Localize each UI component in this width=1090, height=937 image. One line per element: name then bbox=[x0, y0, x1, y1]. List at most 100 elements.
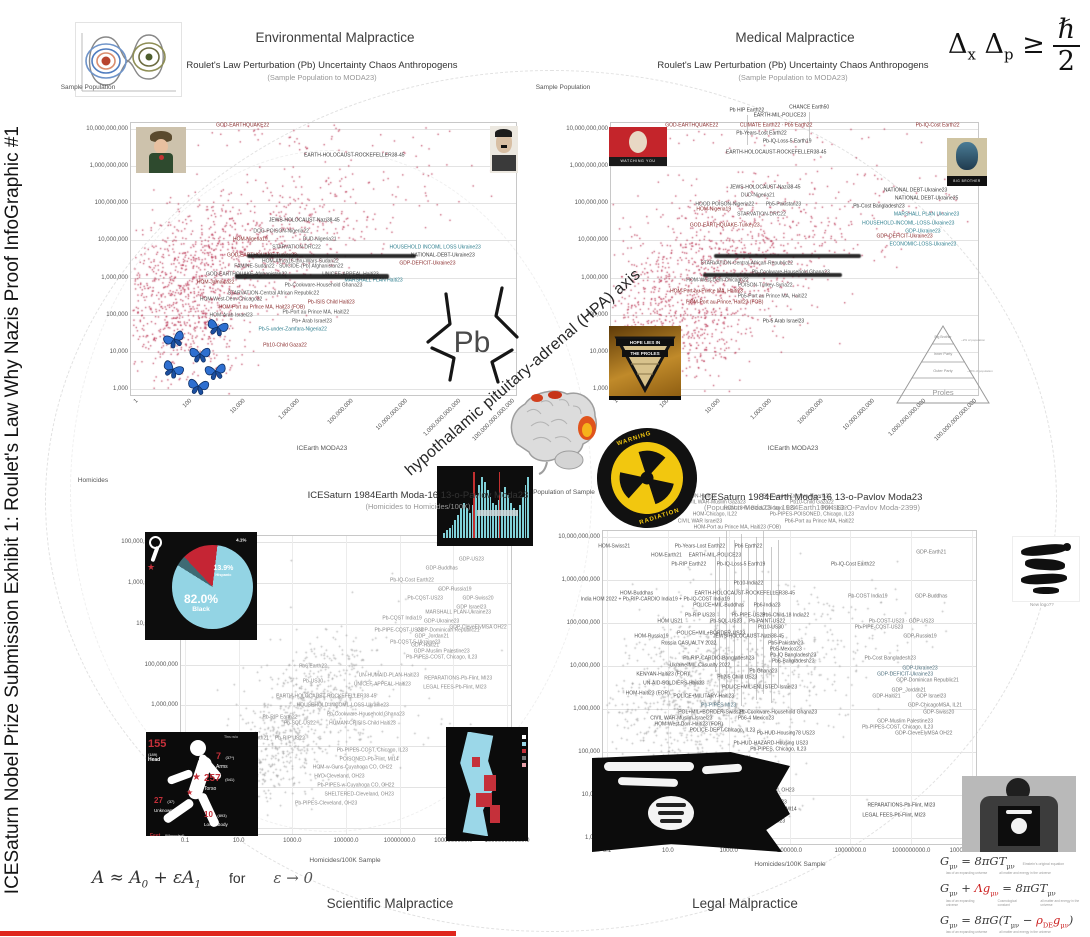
hitler-portrait bbox=[490, 126, 518, 173]
x-axis-tick-label: 10,000,000,000 bbox=[374, 398, 409, 432]
x-axis-tick-label: 100 bbox=[181, 398, 194, 410]
pyramid-note-base: ~85% of population bbox=[967, 369, 993, 373]
scout-scarf bbox=[159, 155, 164, 160]
histogram-bar bbox=[518, 505, 521, 538]
feet-label: Feet bbox=[150, 833, 161, 836]
runman-head-shape bbox=[190, 740, 206, 756]
chart-subtitle: (Population Moda23 to 1984Earth100K 13-O… bbox=[704, 503, 920, 512]
big-brother-band: BIG BROTHER bbox=[947, 176, 987, 186]
sidebar-title-text: ICESaturn Nobel Prize Submission Exhibit… bbox=[2, 126, 23, 895]
scatter-annotation: Pb-5-under-Zamfara-Nigeria22 bbox=[258, 326, 327, 333]
scatter-annotation: NATIONAL DEBT-Ukraine25 bbox=[894, 195, 959, 202]
x-axis-tick-label: 10,000 bbox=[229, 398, 247, 416]
uncertainty-fraction: ℏ 2 bbox=[1052, 15, 1081, 77]
calligraphy-stroke bbox=[1020, 542, 1068, 558]
y-axis-label: Sample Population bbox=[535, 84, 591, 91]
histogram-bar bbox=[512, 507, 515, 538]
black-flag-image bbox=[592, 752, 790, 852]
equation-segment: Gμν = 8πGTμν bbox=[940, 854, 1015, 871]
scatter-annotation: Pb-PIPES-POISONED, Chicago, IL23 bbox=[769, 511, 854, 518]
flag-script-stroke bbox=[617, 776, 679, 788]
scatter-annotation: HOM-w-Guns-Cuyahoga CO, OH22 bbox=[312, 764, 393, 771]
scatter-annotation: HOM-Swiss21 bbox=[598, 543, 631, 550]
y-axis-tick-label: 1,000,000 bbox=[101, 274, 128, 281]
watching-you-poster: WATCHING YOU bbox=[609, 127, 667, 166]
y-axis-tick-label: 10,000,000 bbox=[97, 237, 128, 244]
arms-paren: (37*) bbox=[225, 755, 235, 760]
scatter-annotation: DUD-Nigeria21 bbox=[302, 236, 337, 243]
scatter-annotation: Pb-Years-Lost Earth22 bbox=[736, 130, 787, 137]
scatter-annotation: Pb-PIPE-CQST-US23 bbox=[374, 627, 424, 634]
scatter-annotation: HOM-Haiti23 (FOR) bbox=[625, 690, 670, 697]
scatter-annotation: HOM US21 bbox=[657, 618, 683, 625]
legal-scatter-chart: 10,000,000,000 1,000,000,000 100,000,000 10… bbox=[558, 494, 994, 854]
portrait-mustache bbox=[501, 145, 507, 148]
hbar-numerator: ℏ bbox=[1052, 15, 1081, 48]
held-shirt bbox=[998, 806, 1040, 846]
map-red-zone bbox=[476, 793, 492, 807]
pb-bonds-icon: Pb bbox=[426, 286, 519, 384]
scatter-annotation: NATIONAL DEBT-Ukraine23 bbox=[883, 187, 948, 194]
scatter-annotation: UN-HUMAID-PLAN-Haiti23 bbox=[358, 672, 420, 679]
scatter-annotation: UN-AID-SOLDIERS-Haiti23 bbox=[643, 680, 705, 687]
label-smear-band bbox=[713, 253, 861, 259]
scatter-annotation: Pb-PIPES MI23 bbox=[701, 702, 737, 709]
x-axis-tick-label: 10.0 bbox=[661, 848, 674, 854]
x-axis-tick-label: 1000.0 bbox=[719, 848, 738, 854]
x-axis-tick-label: 10.0 bbox=[232, 838, 245, 844]
scatter-annotation: Pb Ghana23 bbox=[749, 668, 778, 675]
scatter-annotation: HOOD POISON-Nigeria22 bbox=[695, 201, 755, 208]
big-brother-poster: BIG BROTHER bbox=[947, 138, 987, 186]
calligraphy-stroke bbox=[1033, 587, 1059, 594]
equation-term-annotation: all matter and energy in the universe bbox=[999, 871, 1051, 876]
calligraphy-dot bbox=[1063, 543, 1071, 551]
y-axis-tick-label: 10,000,000 bbox=[577, 237, 608, 244]
scatter-annotation: REPARATIONS-Pb-Flint, MI23 bbox=[424, 675, 493, 682]
histogram-bar bbox=[457, 515, 460, 538]
scatter-annotation: Pb-Cookware-Household Ghana23 bbox=[739, 709, 818, 716]
scatter-annotation: HOM-18+M Black Chicago, IL22 bbox=[723, 505, 796, 512]
y-axis-tick-label: 1,000,000 bbox=[573, 706, 600, 712]
scatter-annotation: GDP-Muslim Palestine23 bbox=[877, 718, 934, 725]
scatter-annotation: STARVATION-Central African Republic22 bbox=[227, 290, 320, 297]
scatter-annotation: Pb-CQST-US23 bbox=[407, 595, 443, 602]
x-axis-tick-label: 100000.0 bbox=[776, 848, 803, 854]
heading-legal-malpractice: Legal Malpractice bbox=[692, 896, 798, 911]
x-axis-tick-label: 10000000.0 bbox=[834, 848, 867, 854]
perturbation-limit: ε → 0 bbox=[273, 869, 314, 887]
scatter-annotation: Pb6-Port au Prince MA, Haiti22 bbox=[784, 518, 855, 525]
scatter-annotation: GDP-Dominican Republic21 bbox=[896, 677, 959, 684]
homicide-histogram-inset bbox=[437, 466, 533, 546]
y-axis-label: Sample Population bbox=[60, 84, 116, 91]
annotation-stem-line bbox=[763, 531, 765, 694]
y-axis-tick-label: 10,000 bbox=[589, 348, 608, 355]
annotation-stem-line bbox=[733, 540, 735, 694]
scatter-annotation: Pb-RIP-CARDIO-Bangladesh23 bbox=[683, 655, 755, 662]
scatter-annotation: HOM-Nigeria19 bbox=[696, 206, 732, 213]
scatter-annotation: HOM-Port au Prince MA, Haiti23 (FOB) bbox=[693, 524, 781, 531]
x-axis-label: Homicides/100K Sample bbox=[309, 857, 381, 864]
scatter-annotation: GDP Israel23 bbox=[456, 604, 487, 611]
x-axis-tick-label: 1,000,000 bbox=[749, 398, 774, 422]
scatter-annotation: Pb-Cost Bangladesh23 bbox=[864, 655, 916, 662]
scatter-annotation: HOM-West-Dem-Chicago22 bbox=[199, 296, 263, 303]
chart-subtitle: (Sample Population to MODA23) bbox=[738, 73, 848, 82]
histogram-bar bbox=[492, 502, 495, 538]
arms-count: 7 bbox=[216, 751, 222, 761]
scatter-annotation: Pb-PIPES, Chicago, IL23 bbox=[750, 746, 807, 753]
x-axis-tick-label: 10,000 bbox=[704, 398, 722, 416]
annotation-stem-line bbox=[770, 546, 772, 704]
scatter-annotation: GOD-EARTHQUAKE22 bbox=[216, 122, 270, 129]
radiation-trefoil-icon bbox=[619, 450, 674, 505]
histogram-bar bbox=[451, 525, 454, 538]
histogram-bar bbox=[469, 512, 471, 538]
scatter-annotation: Pb5-Pakistan23 bbox=[765, 201, 802, 208]
scatter-annotation: CIVIL WAR Israel23 bbox=[677, 518, 723, 525]
equation-annotations: law of an expanding universe Cosmological… bbox=[946, 899, 1090, 907]
x-axis-tick-label: 10000000.0 bbox=[383, 838, 416, 844]
equation-line: Gμν = 8πGTμν Einstein's original equation bbox=[940, 854, 1090, 870]
y-axis-tick-label: 100,000 bbox=[106, 311, 128, 318]
scatter-annotation: India HOM 2022 + Pb-RIP-CARDIO India19 +… bbox=[580, 596, 730, 603]
watching-you-caption: WATCHING YOU bbox=[620, 159, 656, 163]
flag-script-stroke bbox=[701, 763, 743, 775]
